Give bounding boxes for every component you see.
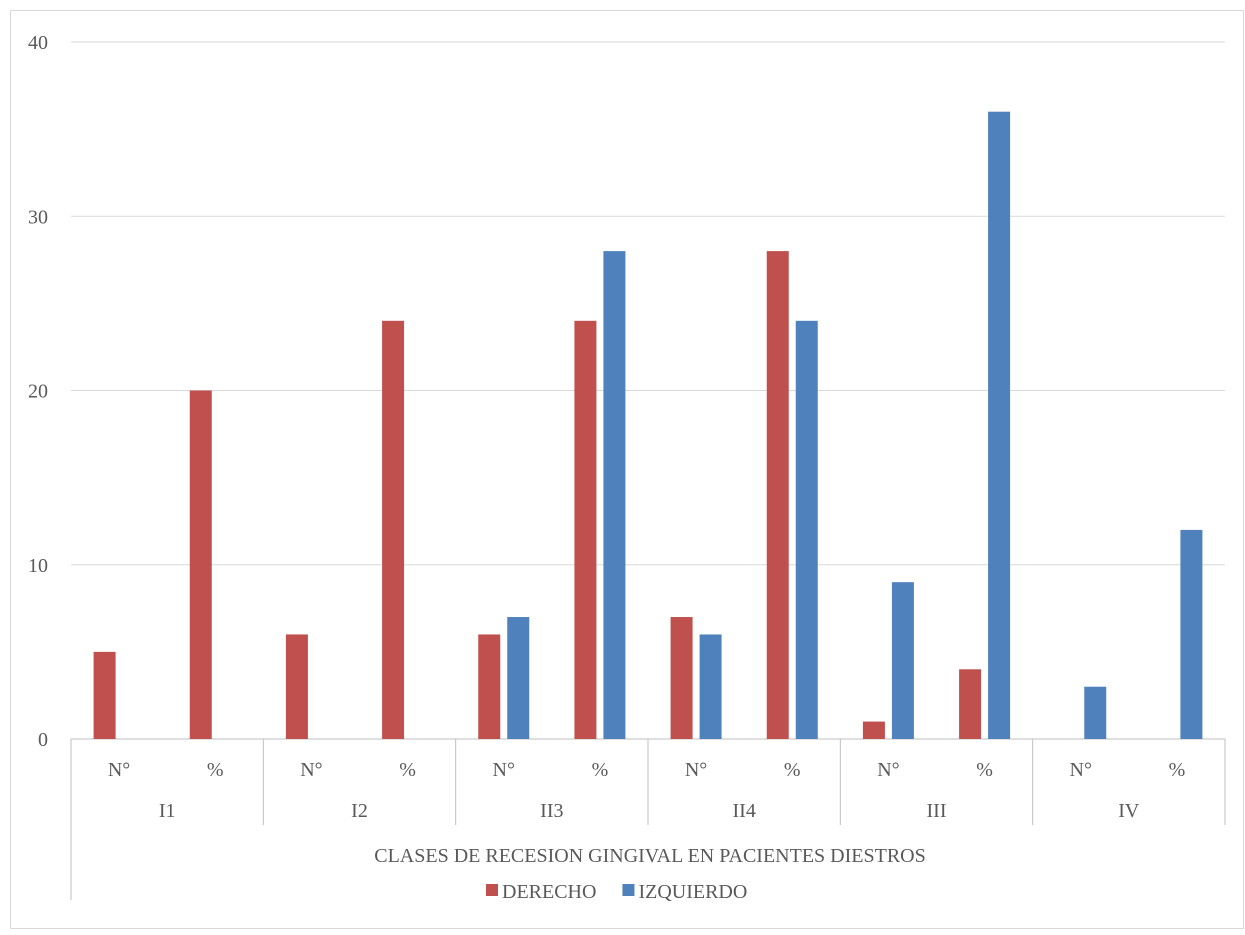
x-tick-label: %	[207, 759, 224, 781]
x-axis-title: CLASES DE RECESION GINGIVAL EN PACIENTES…	[374, 845, 926, 867]
x-tick-label: N°	[685, 759, 707, 781]
x-tick-label: %	[784, 759, 801, 781]
y-tick-label: 10	[28, 555, 48, 577]
x-group-label: I1	[159, 800, 176, 822]
bars	[93, 111, 1203, 739]
x-tick-label: N°	[300, 759, 322, 781]
bar-izquierdo-8	[795, 320, 818, 739]
x-tick-label: %	[399, 759, 416, 781]
bar-derecho-9	[862, 721, 885, 739]
x-group-label: II4	[733, 800, 756, 822]
legend-label: IZQUIERDO	[638, 881, 747, 903]
legend-label: DERECHO	[502, 881, 596, 903]
bar-derecho-8	[766, 251, 789, 739]
bar-derecho-5	[478, 634, 501, 739]
bar-derecho-3	[285, 634, 308, 739]
bar-izquierdo-9	[891, 582, 914, 739]
bar-derecho-4	[382, 320, 405, 739]
x-tick-label: N°	[1070, 759, 1092, 781]
x-tick-label: %	[1169, 759, 1186, 781]
y-tick-label: 20	[28, 381, 48, 403]
bar-izquierdo-12	[1180, 529, 1203, 739]
x-group-label: III	[927, 800, 947, 822]
x-group-label: II3	[540, 800, 563, 822]
legend-item-izquierdo: IZQUIERDO	[622, 881, 747, 903]
bar-derecho-10	[959, 669, 982, 739]
legend-item-derecho: DERECHO	[486, 881, 596, 903]
y-tick-label: 0	[38, 729, 48, 751]
y-axis-ticks: 0 10 20 30 40	[28, 32, 48, 751]
bar-izquierdo-11	[1084, 686, 1107, 739]
bar-derecho-1	[93, 651, 116, 739]
x-tick-label: N°	[877, 759, 899, 781]
x-tick-label: N°	[108, 759, 130, 781]
bar-derecho-6	[574, 320, 597, 739]
x-tick-label: N°	[493, 759, 515, 781]
bar-izquierdo-7	[699, 634, 722, 739]
bar-izquierdo-6	[603, 251, 626, 739]
bar-izquierdo-5	[507, 617, 530, 739]
x-group-label: IV	[1118, 800, 1140, 822]
x-tick-label: %	[592, 759, 609, 781]
bar-derecho-7	[670, 617, 693, 739]
y-tick-label: 30	[28, 206, 48, 228]
legend: DERECHO IZQUIERDO	[486, 881, 747, 903]
chart-border	[10, 10, 1244, 929]
legend-swatch	[622, 884, 635, 896]
legend-swatch	[486, 884, 498, 896]
x-group-label: I2	[351, 800, 368, 822]
y-tick-label: 40	[28, 32, 48, 54]
bar-derecho-2	[189, 390, 212, 739]
x-tick-label: %	[976, 759, 993, 781]
x-axis: N°% N°% N°% N°% N°% N° % I1 I2 II3 II4 III IV	[70, 739, 1226, 900]
bar-izquierdo-10	[988, 111, 1011, 739]
